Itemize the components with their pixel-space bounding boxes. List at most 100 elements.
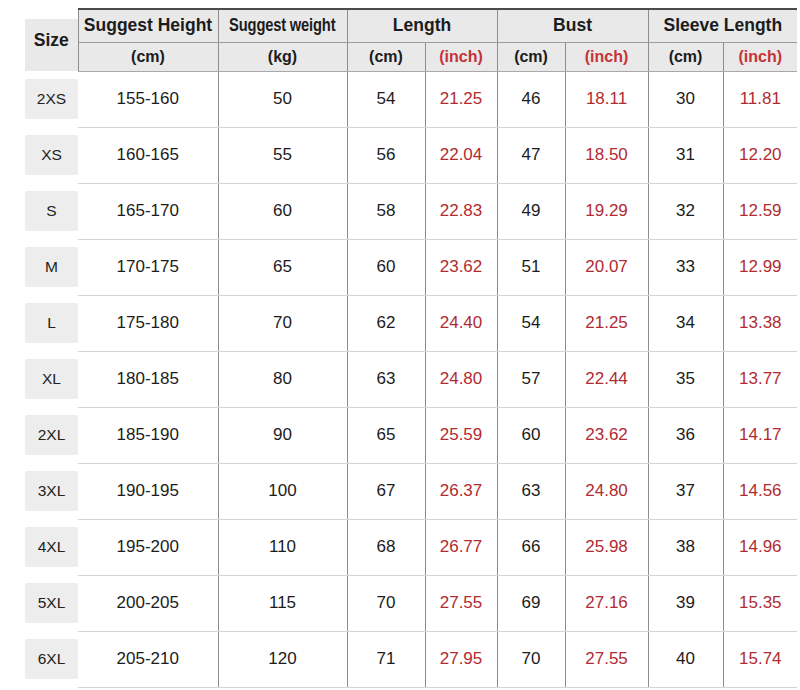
- cell-length-cm: 67: [347, 463, 425, 519]
- cell-bust-inch: 18.11: [565, 71, 648, 127]
- cell-weight-kg: 70: [218, 295, 347, 351]
- table-row: XS 160-165 55 56 22.04 47 18.50 31 12.20: [25, 127, 797, 183]
- cell-sleeve-inch: 11.81: [723, 71, 797, 127]
- cell-bust-inch: 19.29: [565, 183, 648, 239]
- cell-height-cm: 155-160: [78, 71, 218, 127]
- unit-length-cm: (cm): [347, 42, 425, 71]
- cell-length-inch: 27.55: [425, 575, 497, 631]
- cell-height-cm: 200-205: [78, 575, 218, 631]
- cell-length-inch: 25.59: [425, 407, 497, 463]
- table-row: L 175-180 70 62 24.40 54 21.25 34 13.38: [25, 295, 797, 351]
- cell-bust-cm: 46: [497, 71, 565, 127]
- header-unit-row: (cm) (kg) (cm) (inch) (cm) (inch) (cm) (…: [25, 42, 797, 71]
- cell-bust-inch: 27.16: [565, 575, 648, 631]
- cell-sleeve-cm: 37: [648, 463, 723, 519]
- cell-length-cm: 63: [347, 351, 425, 407]
- table-row: 6XL 205-210 120 71 27.95 70 27.55 40 15.…: [25, 631, 797, 687]
- cell-weight-kg: 90: [218, 407, 347, 463]
- table-row: XL 180-185 80 63 24.80 57 22.44 35 13.77: [25, 351, 797, 407]
- size-chip: XL: [25, 359, 78, 399]
- table-row: 5XL 200-205 115 70 27.55 69 27.16 39 15.…: [25, 575, 797, 631]
- cell-length-cm: 68: [347, 519, 425, 575]
- cell-height-cm: 190-195: [78, 463, 218, 519]
- cell-sleeve-cm: 33: [648, 239, 723, 295]
- cell-bust-inch: 20.07: [565, 239, 648, 295]
- cell-length-cm: 58: [347, 183, 425, 239]
- cell-bust-cm: 70: [497, 631, 565, 687]
- cell-bust-inch: 24.80: [565, 463, 648, 519]
- cell-length-inch: 21.25: [425, 71, 497, 127]
- table-row: 3XL 190-195 100 67 26.37 63 24.80 37 14.…: [25, 463, 797, 519]
- cell-sleeve-inch: 13.38: [723, 295, 797, 351]
- cell-length-inch: 24.40: [425, 295, 497, 351]
- cell-weight-kg: 80: [218, 351, 347, 407]
- cell-length-cm: 65: [347, 407, 425, 463]
- cell-size: 5XL: [25, 575, 78, 631]
- cell-length-inch: 22.04: [425, 127, 497, 183]
- cell-sleeve-cm: 35: [648, 351, 723, 407]
- cell-weight-kg: 60: [218, 183, 347, 239]
- cell-size: 2XL: [25, 407, 78, 463]
- unit-bust-cm: (cm): [497, 42, 565, 71]
- cell-height-cm: 170-175: [78, 239, 218, 295]
- size-chip: XS: [25, 135, 78, 175]
- cell-bust-cm: 51: [497, 239, 565, 295]
- cell-length-inch: 26.37: [425, 463, 497, 519]
- cell-weight-kg: 100: [218, 463, 347, 519]
- cell-length-inch: 22.83: [425, 183, 497, 239]
- cell-sleeve-cm: 30: [648, 71, 723, 127]
- cell-bust-inch: 21.25: [565, 295, 648, 351]
- cell-sleeve-inch: 12.59: [723, 183, 797, 239]
- header-bust: Bust: [497, 9, 648, 42]
- cell-size: L: [25, 295, 78, 351]
- table-row: M 170-175 65 60 23.62 51 20.07 33 12.99: [25, 239, 797, 295]
- size-chip: 4XL: [25, 527, 78, 567]
- cell-size: 6XL: [25, 631, 78, 687]
- cell-length-cm: 71: [347, 631, 425, 687]
- table-row: 2XS 155-160 50 54 21.25 46 18.11 30 11.8…: [25, 71, 797, 127]
- header-suggest-height: Suggest Height: [78, 9, 218, 42]
- cell-length-inch: 27.95: [425, 631, 497, 687]
- cell-length-cm: 60: [347, 239, 425, 295]
- cell-sleeve-cm: 38: [648, 519, 723, 575]
- cell-length-inch: 24.80: [425, 351, 497, 407]
- cell-length-cm: 62: [347, 295, 425, 351]
- size-chip: 5XL: [25, 583, 78, 623]
- header-length: Length: [347, 9, 497, 42]
- cell-bust-inch: 23.62: [565, 407, 648, 463]
- cell-sleeve-inch: 12.20: [723, 127, 797, 183]
- cell-height-cm: 205-210: [78, 631, 218, 687]
- cell-bust-cm: 69: [497, 575, 565, 631]
- cell-sleeve-inch: 14.17: [723, 407, 797, 463]
- cell-bust-cm: 63: [497, 463, 565, 519]
- cell-sleeve-inch: 14.56: [723, 463, 797, 519]
- cell-height-cm: 195-200: [78, 519, 218, 575]
- unit-length-inch: (inch): [425, 42, 497, 71]
- cell-sleeve-inch: 15.35: [723, 575, 797, 631]
- size-chart-table: Size Suggest Height Suggest weight Lengt…: [25, 8, 797, 688]
- unit-weight-kg: (kg): [218, 42, 347, 71]
- cell-weight-kg: 115: [218, 575, 347, 631]
- size-chip: L: [25, 303, 78, 343]
- size-chip: S: [25, 191, 78, 231]
- cell-bust-cm: 54: [497, 295, 565, 351]
- cell-sleeve-cm: 34: [648, 295, 723, 351]
- header-suggest-weight-label: Suggest weight: [229, 15, 335, 36]
- cell-sleeve-cm: 32: [648, 183, 723, 239]
- cell-size: XL: [25, 351, 78, 407]
- cell-weight-kg: 120: [218, 631, 347, 687]
- cell-weight-kg: 65: [218, 239, 347, 295]
- cell-height-cm: 160-165: [78, 127, 218, 183]
- table-row: 2XL 185-190 90 65 25.59 60 23.62 36 14.1…: [25, 407, 797, 463]
- table-row: 4XL 195-200 110 68 26.77 66 25.98 38 14.…: [25, 519, 797, 575]
- cell-sleeve-inch: 12.99: [723, 239, 797, 295]
- size-chip: 2XL: [25, 415, 78, 455]
- unit-sleeve-cm: (cm): [648, 42, 723, 71]
- cell-length-cm: 56: [347, 127, 425, 183]
- header-group-row: Size Suggest Height Suggest weight Lengt…: [25, 9, 797, 42]
- cell-height-cm: 180-185: [78, 351, 218, 407]
- size-chip: 6XL: [25, 639, 78, 679]
- cell-bust-cm: 60: [497, 407, 565, 463]
- header-sleeve-length: Sleeve Length: [648, 9, 797, 42]
- cell-sleeve-inch: 14.96: [723, 519, 797, 575]
